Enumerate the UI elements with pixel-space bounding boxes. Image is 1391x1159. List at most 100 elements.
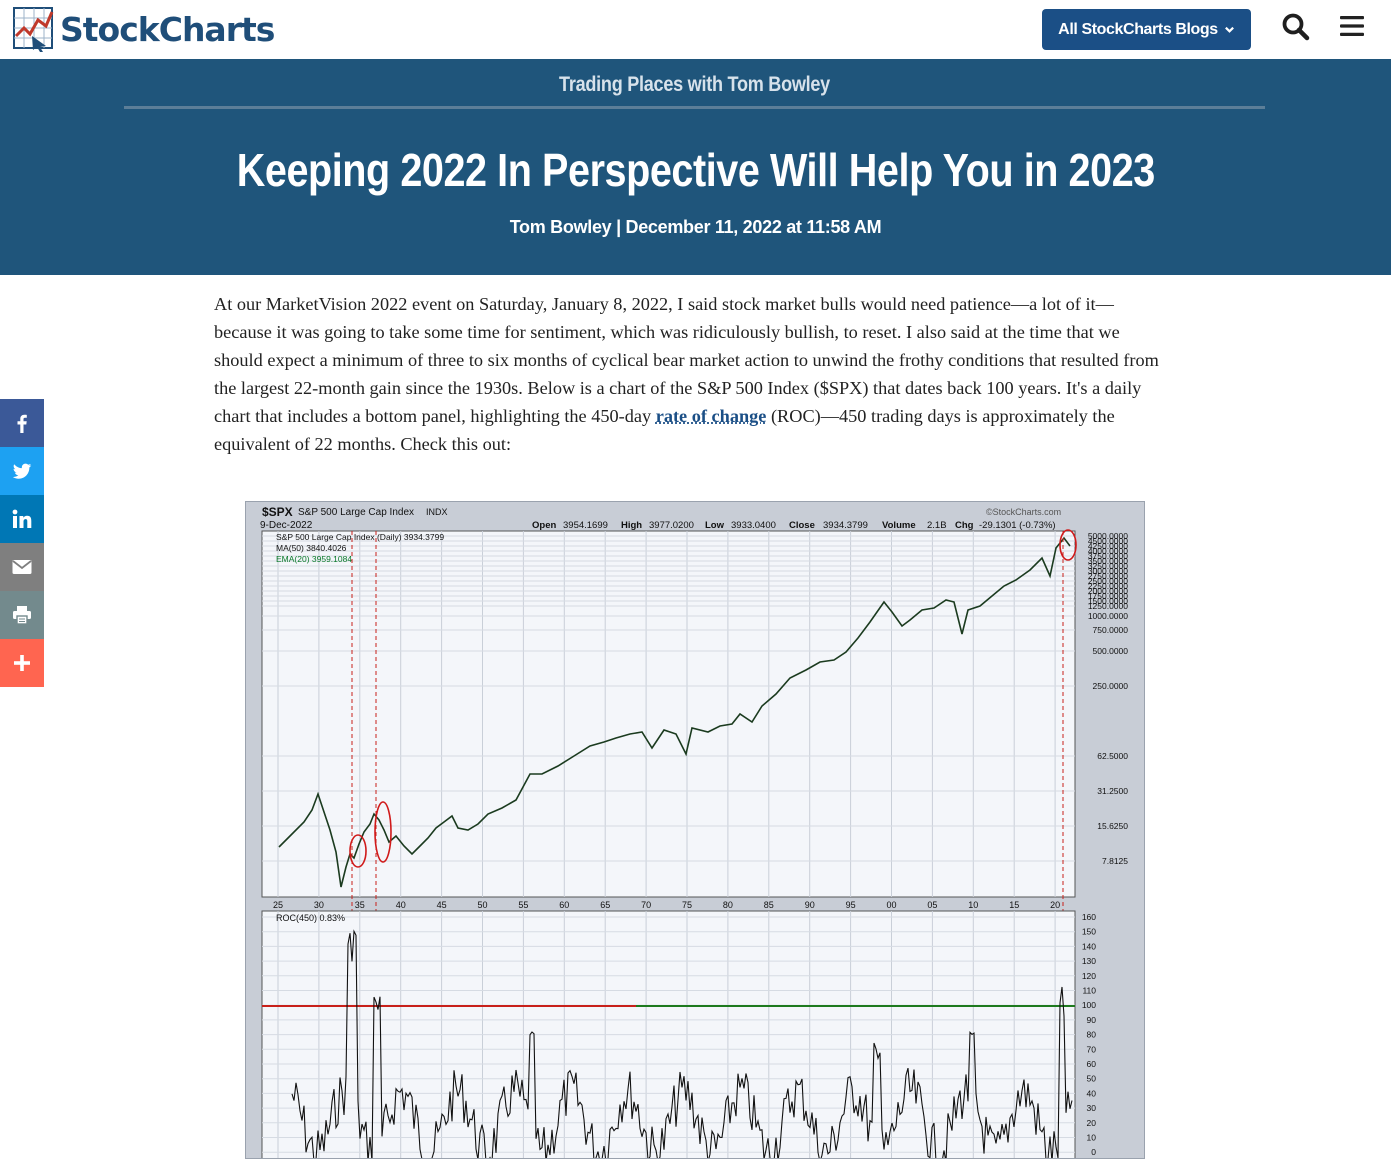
quote-high: 3977.0200 xyxy=(649,520,694,531)
menu-icon[interactable] xyxy=(1340,14,1364,38)
roc-series xyxy=(291,929,1073,1158)
chevron-down-icon xyxy=(1224,26,1234,33)
quote-close: 3934.3799 xyxy=(823,520,868,531)
roc-tick-label: 30 xyxy=(1087,1103,1097,1113)
facebook-icon xyxy=(17,414,27,433)
twitter-share-button[interactable] xyxy=(0,447,44,495)
legend-ma50: MA(50) 3840.4026 xyxy=(276,543,347,553)
roc-tick-label: 50 xyxy=(1087,1074,1097,1084)
roc-tick-label: 90 xyxy=(1087,1015,1097,1025)
price-tick-label: 15.6250 xyxy=(1097,821,1128,831)
facebook-share-button[interactable] xyxy=(0,399,44,447)
x-axis-label: 35 xyxy=(355,900,365,910)
x-axis-label: 75 xyxy=(682,900,692,910)
price-panel xyxy=(261,530,1076,898)
quote-low: 3933.0400 xyxy=(731,520,776,531)
roc-tick-label: 160 xyxy=(1082,912,1096,922)
share-sidebar xyxy=(0,399,44,687)
x-axis-label: 40 xyxy=(396,900,406,910)
chart-watermark: ©StockCharts.com xyxy=(986,507,1061,517)
roc-tick-label: 110 xyxy=(1082,986,1096,996)
roc-tick-label: 150 xyxy=(1082,927,1096,937)
quote-open-label: Open xyxy=(532,520,556,531)
x-axis-label: 90 xyxy=(805,900,815,910)
x-axis-label: 25 xyxy=(273,900,283,910)
price-tick-label: 2250.0000 xyxy=(1088,581,1128,591)
quote-volume-label: Volume xyxy=(882,520,916,531)
quote-volume: 2.1B xyxy=(927,520,947,531)
highlight-circles xyxy=(349,529,1077,868)
article-title-text: Keeping 2022 In Perspective Will Help Yo… xyxy=(236,144,1155,196)
roc-tick-label: 20 xyxy=(1087,1118,1097,1128)
all-blogs-button[interactable]: All StockCharts Blogs xyxy=(1042,9,1251,50)
linkedin-share-button[interactable] xyxy=(0,495,44,543)
quote-chg-label: Chg xyxy=(955,520,974,531)
chart-name: S&P 500 Large Cap Index xyxy=(298,507,414,518)
price-tick-label: 1000.0000 xyxy=(1088,611,1128,621)
print-icon xyxy=(13,606,31,625)
price-tick-label: 250.0000 xyxy=(1093,681,1129,691)
roc-tick-label: 70 xyxy=(1087,1044,1097,1054)
x-axis-label: 50 xyxy=(477,900,487,910)
price-tick-label: 2000.0000 xyxy=(1088,586,1128,596)
linkedin-icon xyxy=(12,509,32,528)
quote-high-label: High xyxy=(621,520,642,531)
price-legend: S&P 500 Large Cap Index (Daily) 3934.379… xyxy=(276,532,444,564)
quote-low-label: Low xyxy=(705,520,725,531)
spx-chart-image[interactable]: $SPX S&P 500 Large Cap Index INDX ©Stock… xyxy=(245,501,1145,1159)
price-tick-label: 500.0000 xyxy=(1093,646,1129,656)
roc-tick-label: 130 xyxy=(1082,956,1096,966)
search-icon[interactable] xyxy=(1281,12,1311,42)
article-byline: Tom Bowley | December 11, 2022 at 11:58 … xyxy=(509,217,882,237)
x-axis-label: 10 xyxy=(968,900,978,910)
article-text-cont: (ROC)—450 trading days is approximately … xyxy=(214,406,1115,454)
roc-grid xyxy=(262,911,1075,1158)
chart-quote: Open 3954.1699 High 3977.0200 Low 3933.0… xyxy=(532,520,1056,531)
roc-tick-label: 120 xyxy=(1082,971,1096,981)
x-axis-label: 30 xyxy=(314,900,324,910)
plus-icon xyxy=(14,655,30,671)
chart-symbol: $SPX xyxy=(262,505,293,519)
chart-exchange: INDX xyxy=(426,507,448,517)
price-tick-label: 3750.0000 xyxy=(1088,551,1128,561)
roc-tick-label: 60 xyxy=(1087,1059,1097,1069)
article-title: Keeping 2022 In Perspective Will Help Yo… xyxy=(0,143,1391,197)
print-share-button[interactable] xyxy=(0,591,44,639)
chart-date: 9-Dec-2022 xyxy=(260,520,313,531)
price-tick-label: 5000.0000 xyxy=(1088,531,1128,541)
spx-price-series xyxy=(278,536,1071,888)
price-tick-label: 4000.0000 xyxy=(1088,546,1128,556)
roc-tick-label: 0 xyxy=(1091,1147,1096,1157)
price-tick-label: 2750.0000 xyxy=(1088,571,1128,581)
spx-chart-svg: $SPX S&P 500 Large Cap Index INDX ©Stock… xyxy=(260,505,1128,1158)
price-tick-label: 1500.0000 xyxy=(1088,596,1128,606)
quote-chg: -29.1301 (-0.73%) xyxy=(979,520,1056,531)
roc-legend: ROC(450) 0.83% xyxy=(276,913,345,923)
price-tick-label: 3000.0000 xyxy=(1088,566,1128,576)
x-axis-label: 95 xyxy=(846,900,856,910)
email-share-button[interactable] xyxy=(0,543,44,591)
x-axis-label: 55 xyxy=(518,900,528,910)
more-share-button[interactable] xyxy=(0,639,44,687)
x-axis-label: 45 xyxy=(437,900,447,910)
price-tick-label: 7.8125 xyxy=(1102,856,1128,866)
article-text: At our MarketVision 2022 event on Saturd… xyxy=(214,294,1159,426)
x-axis-label: 05 xyxy=(927,900,937,910)
price-grid xyxy=(262,531,1075,897)
top-nav: StockCharts All StockCharts Blogs xyxy=(0,0,1391,59)
article-header: Trading Places with Tom Bowley Keeping 2… xyxy=(0,59,1391,275)
x-axis-label: 65 xyxy=(600,900,610,910)
roc-tick-label: 140 xyxy=(1082,941,1096,951)
price-tick-label: 1250.0000 xyxy=(1088,601,1128,611)
stockcharts-logo[interactable]: StockCharts xyxy=(12,6,275,52)
price-axis-ticks: 7.8125 15.6250 31.2500 62.5000 250.0000 500.0… xyxy=(1088,531,1128,866)
price-tick-label: 750.0000 xyxy=(1093,625,1129,635)
article-paragraph: At our MarketVision 2022 event on Saturd… xyxy=(214,290,1169,458)
rate-of-change-link[interactable]: rate of change xyxy=(655,406,767,426)
blog-series-title[interactable]: Trading Places with Tom Bowley xyxy=(124,73,1265,109)
article-body: At our MarketVision 2022 event on Saturd… xyxy=(214,290,1169,458)
price-tick-label: 1750.0000 xyxy=(1088,591,1128,601)
x-axis-label: 60 xyxy=(559,900,569,910)
roc-tick-label: 80 xyxy=(1087,1030,1097,1040)
